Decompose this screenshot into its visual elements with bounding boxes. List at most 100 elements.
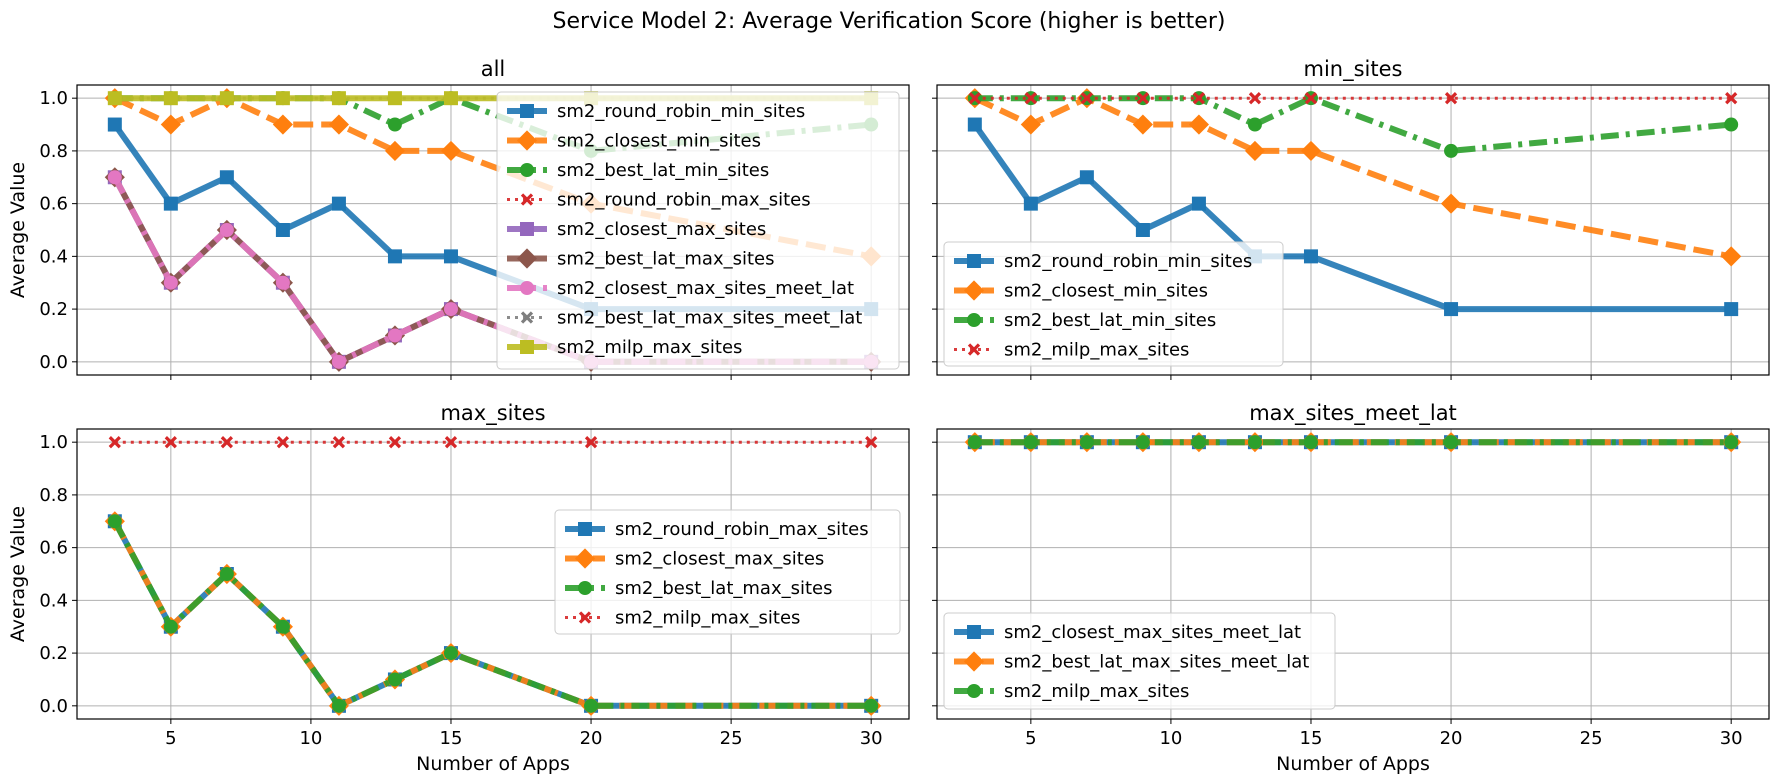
data-point	[1132, 114, 1153, 135]
data-point	[1024, 92, 1037, 105]
y-tick-label: 0.2	[39, 299, 68, 320]
data-point	[1444, 92, 1458, 105]
data-point	[1303, 435, 1318, 450]
data-point	[443, 302, 458, 317]
y-axis-label: Average Value	[7, 506, 29, 642]
series-sm2-closest-min-sites	[964, 88, 1742, 267]
legend-label: sm2_closest_max_sites_meet_lat	[1004, 622, 1301, 643]
data-point	[1724, 117, 1739, 132]
data-point	[440, 140, 462, 161]
y-tick-label: 0.6	[39, 538, 68, 559]
subplot-title: max_sites	[440, 401, 545, 426]
legend-marker	[516, 130, 538, 151]
y-tick-label: 0.0	[39, 352, 68, 373]
series-sm2-milp-max-sites	[108, 436, 878, 449]
legend-entry: sm2_closest_min_sites	[507, 130, 761, 152]
legend-entry: sm2_round_robin_min_sites	[954, 251, 1252, 272]
data-point	[1247, 117, 1262, 132]
subplot-title: all	[481, 57, 506, 81]
y-tick-label: 1.0	[39, 88, 68, 109]
axes-frame	[936, 84, 1770, 376]
data-point	[967, 117, 982, 132]
data-point	[328, 114, 350, 135]
data-point	[163, 196, 178, 211]
axes-frame	[936, 428, 1770, 720]
legend-marker	[967, 625, 981, 639]
data-point	[1303, 249, 1318, 264]
data-point	[1724, 435, 1739, 450]
series-sm2-best-lat-max-sites	[107, 514, 879, 713]
data-point	[1304, 92, 1318, 105]
data-point	[331, 354, 346, 369]
y-tick-label: 0.8	[39, 485, 68, 506]
data-point	[387, 117, 402, 132]
legend-label: sm2_best_lat_min_sites	[557, 160, 769, 181]
legend-label: sm2_round_robin_min_sites	[1004, 251, 1252, 272]
legend-label: sm2_milp_max_sites	[1004, 681, 1189, 702]
legend-marker	[578, 581, 592, 595]
y-tick-label: 0.4	[39, 590, 68, 611]
legend-marker	[520, 163, 534, 177]
legend-entry: sm2_best_lat_max_sites	[507, 248, 775, 270]
legend-marker	[520, 193, 534, 206]
data-point	[108, 436, 121, 449]
legend-label: sm2_closest_min_sites	[1004, 281, 1208, 302]
y-tick-label: 0.8	[39, 141, 68, 162]
subplot-max-sites-meet-lat: 5 10 15 20 25 30 max_sites_meet_lat Number of A…	[932, 401, 1770, 775]
data-point	[1300, 140, 1322, 161]
data-point	[160, 114, 181, 135]
data-point	[1191, 196, 1206, 211]
legend-label: sm2_best_lat_min_sites	[1004, 310, 1216, 331]
x-axis-label: Number of Apps	[416, 753, 570, 775]
data-point	[1721, 246, 1742, 267]
legend-entry: sm2_closest_max_sites_meet_lat	[954, 622, 1301, 643]
data-point	[1136, 92, 1150, 105]
data-point	[107, 117, 122, 132]
data-point	[164, 436, 177, 449]
legend: sm2_round_robin_min_sites sm2_closest_min…	[496, 91, 900, 370]
legend-label: sm2_closest_max_sites	[557, 219, 766, 240]
legend-entry: sm2_round_robin_max_sites	[565, 519, 869, 540]
legend-entry: sm2_milp_max_sites	[954, 681, 1189, 702]
x-tick-label: 5	[1025, 728, 1036, 749]
data-point	[276, 436, 290, 449]
data-point	[331, 91, 346, 106]
data-point	[584, 698, 599, 713]
legend-marker	[520, 104, 534, 118]
data-point	[163, 275, 178, 290]
data-point	[443, 646, 458, 661]
y-tick-label: 0.4	[39, 246, 68, 267]
data-point	[584, 436, 598, 449]
legend-label: sm2_best_lat_max_sites_meet_lat	[557, 308, 862, 329]
data-point	[220, 436, 234, 449]
data-point	[275, 619, 290, 634]
data-point	[219, 91, 234, 106]
legend-label: sm2_best_lat_max_sites	[557, 249, 775, 270]
data-point	[1247, 435, 1262, 450]
y-tick-label: 0.2	[39, 643, 68, 664]
legend: sm2_closest_max_sites_meet_lat sm2_best_l…	[943, 612, 1336, 710]
legend-marker	[578, 611, 592, 624]
series-sm2-round-robin-min-sites	[967, 117, 1739, 317]
data-point	[1444, 143, 1459, 158]
data-point	[388, 436, 402, 449]
legend-label: sm2_best_lat_max_sites_meet_lat	[1004, 652, 1309, 673]
data-point	[107, 514, 122, 529]
axes-frame	[76, 428, 910, 720]
legend-entry: sm2_closest_max_sites	[507, 219, 766, 240]
subplot-all: 0.0 0.2 0.4 0.6 0.8 1.0 all Average Value sm2_ro…	[7, 57, 910, 380]
legend-entry: sm2_milp_max_sites	[954, 340, 1189, 361]
legend-entry: sm2_round_robin_min_sites	[507, 101, 805, 122]
data-point	[272, 114, 293, 135]
data-point	[1080, 92, 1094, 105]
data-point	[219, 567, 234, 581]
subplot-min-sites: min_sites sm2_round_robin_min_sites sm2_cl…	[932, 57, 1770, 380]
data-point	[865, 436, 878, 449]
data-point	[331, 698, 346, 713]
legend-entry: sm2_best_lat_min_sites	[507, 160, 769, 181]
legend-marker	[967, 343, 981, 356]
data-point	[107, 91, 122, 106]
data-point	[444, 436, 458, 449]
data-point	[1023, 196, 1038, 211]
